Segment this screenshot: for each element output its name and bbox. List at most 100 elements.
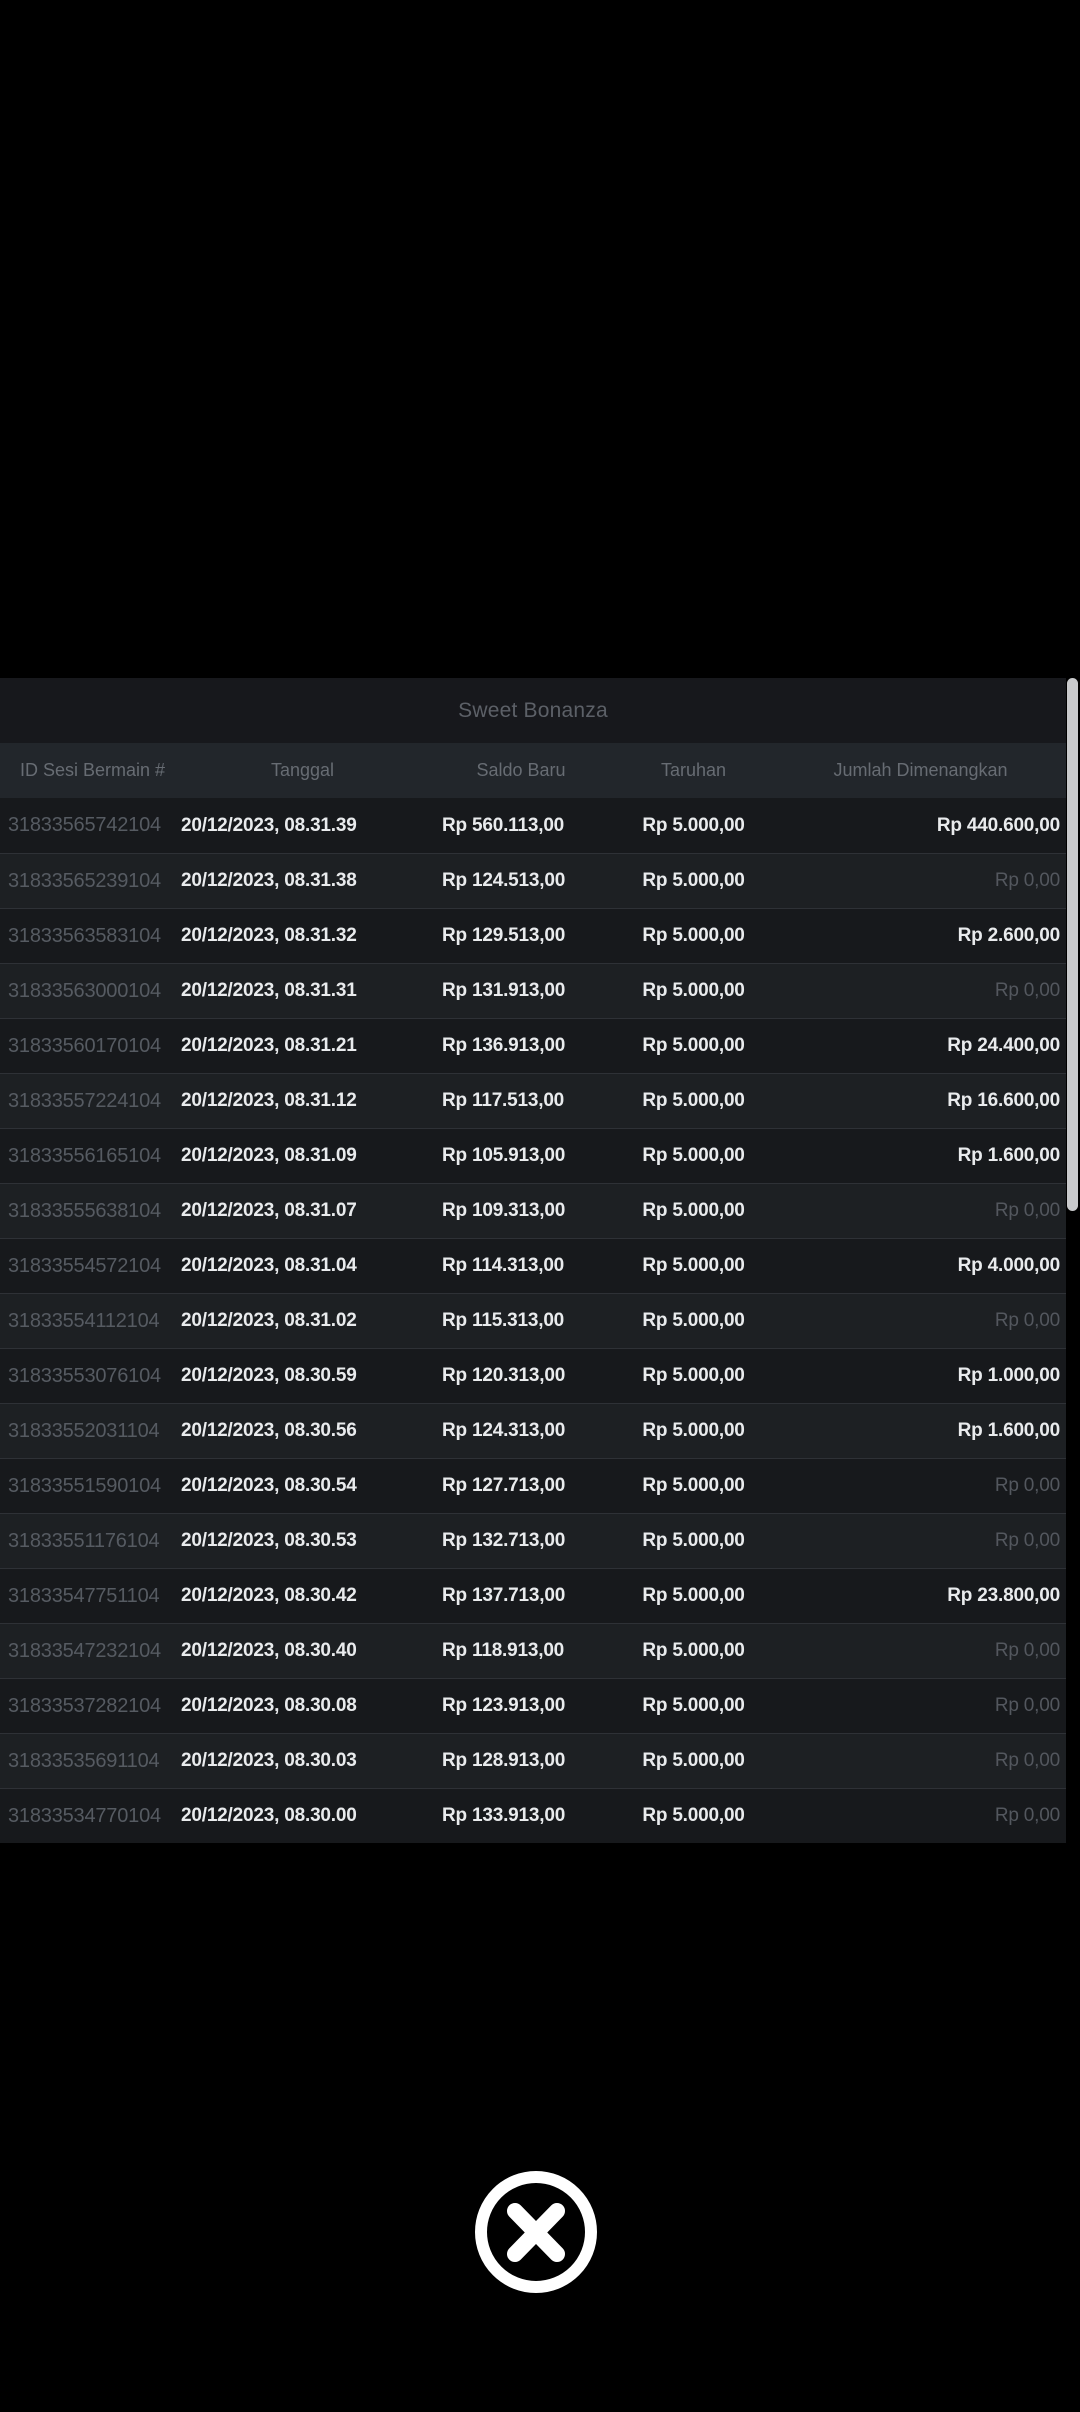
cell-taruhan: Rp 5.000,00: [642, 1695, 745, 1716]
cell-tanggal: 20/12/2023, 08.30.54: [181, 1475, 357, 1496]
cell-id: 31833534770104: [8, 1804, 161, 1827]
cell-jumlah-dimenangkan: Rp 1.600,00: [957, 1420, 1061, 1441]
cell-id: 31833563583104: [8, 924, 161, 947]
modal-title: Sweet Bonanza: [458, 698, 608, 722]
cell-saldo-baru: Rp 133.913,00: [442, 1805, 566, 1826]
table-row: 31833553076104 20/12/2023, 08.30.59 Rp 120…: [0, 1348, 1066, 1403]
cell-jumlah-dimenangkan: Rp 2.600,00: [957, 925, 1061, 946]
table-row: 31833535691104 20/12/2023, 08.30.03 Rp 128…: [0, 1733, 1066, 1788]
cell-saldo-baru: Rp 118.913,00: [442, 1640, 565, 1661]
cell-tanggal: 20/12/2023, 08.30.42: [181, 1585, 357, 1606]
cell-tanggal: 20/12/2023, 08.31.04: [181, 1255, 357, 1276]
cell-taruhan: Rp 5.000,00: [642, 1200, 745, 1221]
cell-id: 31833557224104: [8, 1089, 161, 1112]
cell-id: 31833555638104: [8, 1199, 161, 1222]
cell-tanggal: 20/12/2023, 08.31.12: [181, 1090, 357, 1111]
column-header-bet: Taruhan: [660, 760, 727, 780]
cell-id: 31833551590104: [8, 1474, 161, 1497]
cell-saldo-baru: Rp 137.713,00: [442, 1585, 566, 1606]
cell-jumlah-dimenangkan: Rp 1.600,00: [957, 1145, 1061, 1166]
table-row: 31833557224104 20/12/2023, 08.31.12 Rp 117…: [0, 1073, 1066, 1128]
cell-tanggal: 20/12/2023, 08.30.40: [181, 1640, 357, 1661]
cell-taruhan: Rp 5.000,00: [642, 1530, 745, 1551]
cell-taruhan: Rp 5.000,00: [642, 980, 745, 1001]
cell-saldo-baru: Rp 132.713,00: [442, 1530, 566, 1551]
x-circle-icon: [474, 2170, 598, 2294]
table-header-row: ID Sesi Bermain # Tanggal Saldo Baru Tar…: [0, 743, 1066, 798]
cell-jumlah-dimenangkan: Rp 0,00: [994, 870, 1060, 891]
cell-taruhan: Rp 5.000,00: [642, 1090, 745, 1111]
cell-saldo-baru: Rp 124.313,00: [442, 1420, 566, 1441]
cell-taruhan: Rp 5.000,00: [642, 1585, 745, 1606]
cell-tanggal: 20/12/2023, 08.30.00: [181, 1805, 357, 1826]
cell-saldo-baru: Rp 124.513,00: [442, 870, 566, 891]
cell-id: 31833565239104: [8, 869, 161, 892]
cell-id: 31833553076104: [8, 1364, 161, 1387]
table-row: 31833565239104 20/12/2023, 08.31.38 Rp 124…: [0, 853, 1066, 908]
table-row: 31833534770104 20/12/2023, 08.30.00 Rp 133…: [0, 1788, 1066, 1843]
cell-taruhan: Rp 5.000,00: [642, 1035, 745, 1056]
column-header-new-balance: Saldo Baru: [476, 760, 566, 780]
cell-jumlah-dimenangkan: Rp 0,00: [994, 1640, 1060, 1661]
cell-jumlah-dimenangkan: Rp 0,00: [994, 1695, 1060, 1716]
cell-saldo-baru: Rp 114.313,00: [442, 1255, 565, 1276]
table-row: 31833547232104 20/12/2023, 08.30.40 Rp 118…: [0, 1623, 1066, 1678]
cell-id: 31833547232104: [8, 1639, 161, 1662]
cell-tanggal: 20/12/2023, 08.31.38: [181, 870, 357, 891]
cell-tanggal: 20/12/2023, 08.31.32: [181, 925, 357, 946]
cell-tanggal: 20/12/2023, 08.31.39: [181, 814, 357, 836]
cell-tanggal: 20/12/2023, 08.31.02: [181, 1310, 357, 1331]
close-modal-button[interactable]: [474, 2170, 598, 2294]
table-row: 31833537282104 20/12/2023, 08.30.08 Rp 123…: [0, 1678, 1066, 1733]
cell-taruhan: Rp 5.000,00: [642, 1255, 745, 1276]
cell-id: 31833535691104: [8, 1749, 160, 1772]
cell-saldo-baru: Rp 127.713,00: [442, 1475, 566, 1496]
scrollbar-thumb[interactable]: [1067, 678, 1078, 1211]
cell-tanggal: 20/12/2023, 08.31.21: [181, 1035, 357, 1056]
table-row: 31833551590104 20/12/2023, 08.30.54 Rp 127…: [0, 1458, 1066, 1513]
cell-tanggal: 20/12/2023, 08.31.09: [181, 1145, 357, 1166]
cell-saldo-baru: Rp 136.913,00: [442, 1035, 566, 1056]
cell-jumlah-dimenangkan: Rp 0,00: [994, 1750, 1060, 1771]
column-header-session-id: ID Sesi Bermain #: [20, 760, 166, 780]
column-header-date: Tanggal: [270, 760, 335, 780]
table-row: 31833565742104 20/12/2023, 08.31.39 Rp 560…: [0, 798, 1066, 853]
cell-jumlah-dimenangkan: Rp 0,00: [994, 1200, 1060, 1221]
table-body: 31833565742104 20/12/2023, 08.31.39 Rp 560…: [0, 798, 1066, 1843]
cell-jumlah-dimenangkan: Rp 24.400,00: [947, 1035, 1060, 1056]
cell-taruhan: Rp 5.000,00: [642, 1310, 745, 1331]
cell-id: 31833551176104: [8, 1529, 160, 1552]
cell-id: 31833547751104: [8, 1584, 160, 1607]
cell-saldo-baru: Rp 560.113,00: [442, 814, 565, 836]
cell-taruhan: Rp 5.000,00: [642, 1365, 745, 1386]
cell-jumlah-dimenangkan: Rp 16.600,00: [947, 1090, 1060, 1111]
table-row: 31833551176104 20/12/2023, 08.30.53 Rp 132…: [0, 1513, 1066, 1568]
cell-id: 31833537282104: [8, 1694, 161, 1717]
cell-taruhan: Rp 5.000,00: [642, 925, 745, 946]
cell-tanggal: 20/12/2023, 08.30.03: [181, 1750, 357, 1771]
cell-saldo-baru: Rp 123.913,00: [442, 1695, 566, 1716]
cell-saldo-baru: Rp 129.513,00: [442, 925, 566, 946]
cell-id: 31833560170104: [8, 1034, 161, 1057]
cell-saldo-baru: Rp 120.313,00: [442, 1365, 566, 1386]
cell-id: 31833565742104: [8, 814, 161, 836]
cell-tanggal: 20/12/2023, 08.31.31: [181, 980, 357, 1001]
table-row: 31833554112104 20/12/2023, 08.31.02 Rp 115…: [0, 1293, 1066, 1348]
cell-taruhan: Rp 5.000,00: [642, 1640, 745, 1661]
cell-saldo-baru: Rp 109.313,00: [442, 1200, 566, 1221]
cell-jumlah-dimenangkan: Rp 23.800,00: [947, 1585, 1060, 1606]
cell-jumlah-dimenangkan: Rp 0,00: [994, 980, 1060, 1001]
table-row: 31833563000104 20/12/2023, 08.31.31 Rp 131…: [0, 963, 1066, 1018]
cell-id: 31833554572104: [8, 1254, 161, 1277]
cell-id: 31833556165104: [8, 1144, 161, 1167]
cell-id: 31833563000104: [8, 979, 161, 1002]
cell-saldo-baru: Rp 131.913,00: [442, 980, 566, 1001]
cell-jumlah-dimenangkan: Rp 4.000,00: [957, 1255, 1061, 1276]
cell-jumlah-dimenangkan: Rp 0,00: [994, 1530, 1060, 1551]
cell-jumlah-dimenangkan: Rp 0,00: [994, 1475, 1060, 1496]
cell-taruhan: Rp 5.000,00: [642, 1145, 745, 1166]
table-row: 31833556165104 20/12/2023, 08.31.09 Rp 105…: [0, 1128, 1066, 1183]
table-row: 31833552031104 20/12/2023, 08.30.56 Rp 124…: [0, 1403, 1066, 1458]
cell-jumlah-dimenangkan: Rp 0,00: [994, 1310, 1060, 1331]
table-row: 31833547751104 20/12/2023, 08.30.42 Rp 137…: [0, 1568, 1066, 1623]
